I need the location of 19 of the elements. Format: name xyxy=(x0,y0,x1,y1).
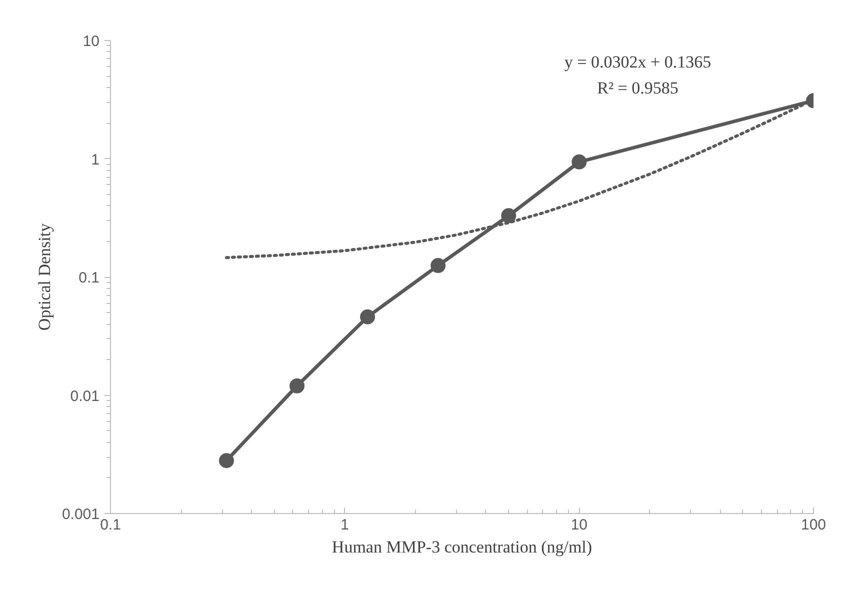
point xyxy=(290,378,304,394)
point xyxy=(218,453,234,468)
point xyxy=(430,258,446,274)
x-axis-title: Human MMP-3 concentration (ng/ml) xyxy=(332,538,592,556)
annotation: y = 0.0302x + 0.1365 xyxy=(564,52,712,72)
y-tick-label: 1 xyxy=(91,151,100,168)
x-tick-label: 100 xyxy=(800,516,826,534)
y-tick-label: 0.01 xyxy=(70,388,100,405)
annotation: R² = 0.9585 xyxy=(597,78,678,98)
x-tick-label: 0.1 xyxy=(100,516,121,534)
point xyxy=(360,309,376,324)
x-tick-label: 10 xyxy=(570,516,588,534)
y-tick-label: 0.1 xyxy=(78,270,100,286)
y-axis-title: Optical Density xyxy=(34,222,54,331)
point xyxy=(501,208,516,224)
x-tick-label: 1 xyxy=(340,516,350,534)
y-tick-label: 0.001 xyxy=(62,506,100,523)
y-tick-label: 10 xyxy=(82,33,100,50)
point xyxy=(572,154,587,170)
